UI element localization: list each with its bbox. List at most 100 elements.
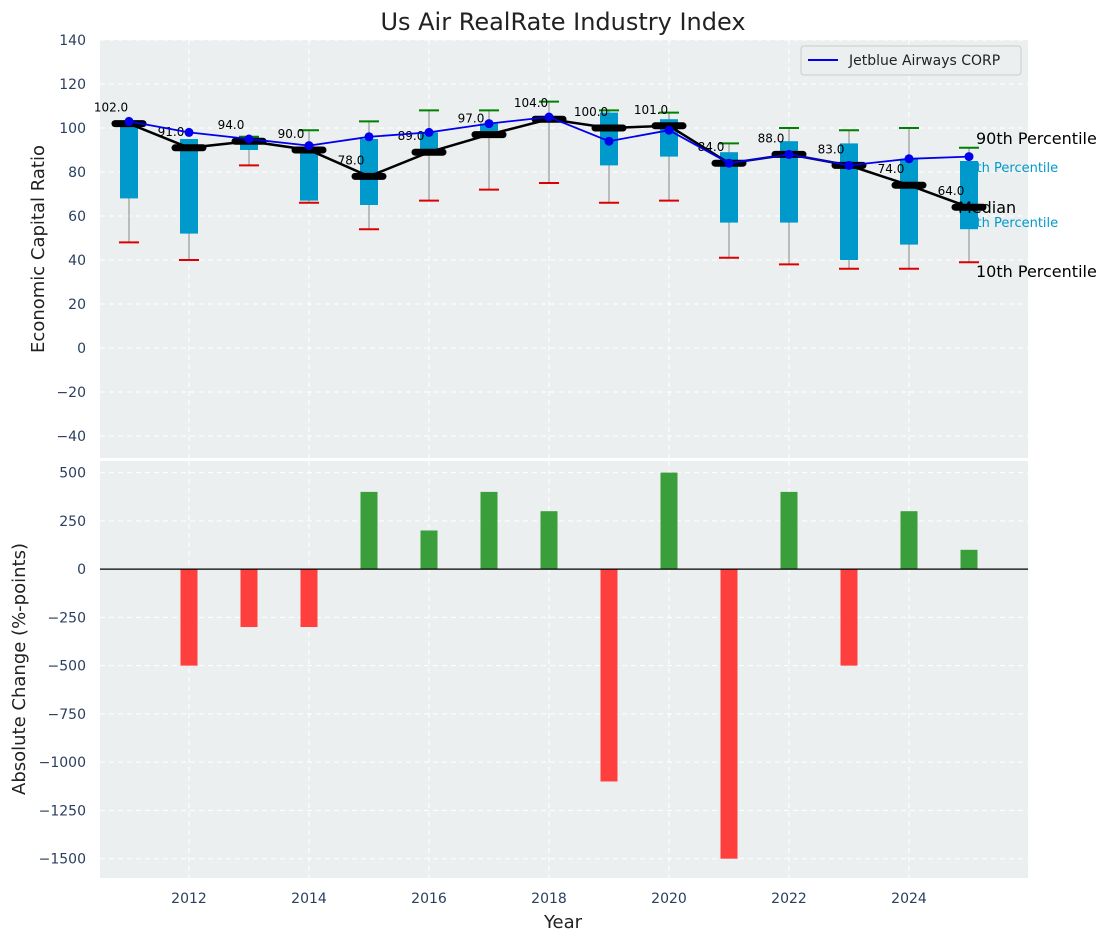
jetblue-series-point — [844, 160, 854, 170]
median-value-label: 97.0 — [458, 112, 485, 126]
jetblue-series-point — [124, 116, 134, 126]
median-value-label: 84.0 — [698, 140, 725, 154]
x-tick-label: 2024 — [891, 891, 927, 907]
median-value-label: 64.0 — [938, 184, 965, 198]
change-bar — [900, 511, 918, 570]
median-value-label: 101.0 — [634, 103, 668, 117]
annotation-median: Median — [958, 198, 1016, 217]
change-bar — [420, 530, 438, 570]
bottom-y-axis-title: Absolute Change (%-points) — [9, 543, 30, 795]
median-value-label: 102.0 — [94, 101, 128, 115]
top-y-tick-label: −20 — [56, 385, 86, 401]
legend-label-jetblue: Jetblue Airways CORP — [848, 53, 1000, 69]
x-axis-ticks: 2012 2014 2016 2018 2020 2022 2024 — [171, 891, 927, 907]
top-y-tick-label: 120 — [59, 77, 86, 93]
change-bar — [660, 472, 678, 570]
median-value-label: 89.0 — [398, 129, 425, 143]
top-y-tick-label: 20 — [68, 297, 86, 313]
bottom-y-tick-label: 0 — [77, 562, 86, 578]
change-bar — [300, 569, 318, 628]
bottom-y-tick-label: −1250 — [39, 803, 86, 819]
chart-title: Us Air RealRate Industry Index — [380, 8, 745, 36]
bottom-y-tick-label: −1500 — [39, 852, 86, 868]
median-value-label: 88.0 — [758, 131, 785, 145]
jetblue-series-point — [604, 136, 614, 146]
iqr-box — [840, 143, 858, 260]
jetblue-series-point — [244, 134, 254, 144]
jetblue-series-point — [904, 154, 914, 164]
jetblue-series-point — [484, 119, 494, 129]
x-tick-label: 2020 — [651, 891, 687, 907]
iqr-box — [960, 161, 978, 230]
change-bar — [360, 491, 378, 570]
median-value-label: 83.0 — [818, 142, 845, 156]
jetblue-series-point — [364, 132, 374, 142]
annotation-90th-percentile: 90th Percentile — [976, 129, 1097, 148]
top-y-tick-label: 140 — [59, 33, 86, 49]
top-y-tick-label: 80 — [68, 165, 86, 181]
median-value-label: 74.0 — [878, 162, 905, 176]
top-plot-area — [100, 40, 1028, 458]
bottom-y-tick-label: 250 — [59, 514, 86, 530]
iqr-box — [120, 123, 138, 199]
change-bar — [960, 549, 978, 570]
median-value-label: 100.0 — [574, 105, 608, 119]
jetblue-series-point — [544, 112, 554, 122]
jetblue-series-point — [184, 127, 194, 137]
legend-box — [800, 45, 1022, 76]
jetblue-series-point — [964, 152, 974, 162]
x-axis-title: Year — [543, 912, 583, 933]
change-bar — [780, 491, 798, 570]
median-value-label: 104.0 — [514, 96, 548, 110]
annotation-10th-percentile: 10th Percentile — [976, 262, 1097, 281]
median-value-label: 94.0 — [218, 118, 245, 132]
top-y-tick-label: 0 — [77, 341, 86, 357]
iqr-box — [180, 139, 198, 234]
top-y-axis-title: Economic Capital Ratio — [28, 145, 49, 353]
x-tick-label: 2014 — [291, 891, 327, 907]
change-bar — [600, 569, 618, 782]
top-y-tick-label: 100 — [59, 121, 86, 137]
bottom-y-tick-label: −1000 — [39, 755, 86, 771]
iqr-box — [780, 141, 798, 223]
jetblue-series-point — [424, 127, 434, 137]
jetblue-series-point — [304, 141, 314, 151]
legend: Jetblue Airways CORP — [800, 45, 1022, 76]
jetblue-series-point — [724, 158, 734, 168]
bottom-y-tick-label: −500 — [48, 659, 86, 675]
iqr-box — [480, 123, 498, 135]
change-bar — [540, 511, 558, 570]
x-tick-label: 2016 — [411, 891, 447, 907]
iqr-box — [360, 139, 378, 205]
iqr-box — [900, 158, 918, 245]
change-bar — [720, 569, 738, 859]
x-tick-label: 2022 — [771, 891, 807, 907]
bottom-plot-area — [100, 461, 1028, 878]
annotation-75th-percentile: 75th Percentile — [960, 161, 1058, 176]
iqr-box — [420, 132, 438, 153]
top-y-tick-label: −40 — [56, 429, 86, 445]
bottom-chart-marks — [100, 472, 1028, 859]
x-tick-label: 2018 — [531, 891, 567, 907]
top-y-tick-label: 40 — [68, 253, 86, 269]
top-y-axis-ticks: −40 −20 0 20 40 60 80 100 120 140 — [56, 33, 86, 445]
change-bar — [840, 569, 858, 666]
iqr-box — [720, 152, 738, 223]
change-bar — [480, 491, 498, 570]
jetblue-series-point — [784, 149, 794, 159]
bottom-y-axis-ticks: −1500 −1250 −1000 −750 −500 −250 0 250 500 — [39, 466, 86, 868]
iqr-box — [300, 150, 318, 201]
bottom-y-tick-label: −750 — [48, 707, 86, 723]
jetblue-series-point — [664, 125, 674, 135]
change-bar — [240, 569, 258, 628]
median-value-label: 90.0 — [278, 127, 305, 141]
top-y-tick-label: 60 — [68, 209, 86, 225]
median-value-label: 78.0 — [338, 153, 365, 167]
x-tick-label: 2012 — [171, 891, 207, 907]
change-bar — [180, 569, 198, 666]
bottom-y-tick-label: −250 — [48, 610, 86, 626]
bottom-y-tick-label: 500 — [59, 466, 86, 482]
annotation-25th-percentile: 25th Percentile — [960, 216, 1058, 231]
